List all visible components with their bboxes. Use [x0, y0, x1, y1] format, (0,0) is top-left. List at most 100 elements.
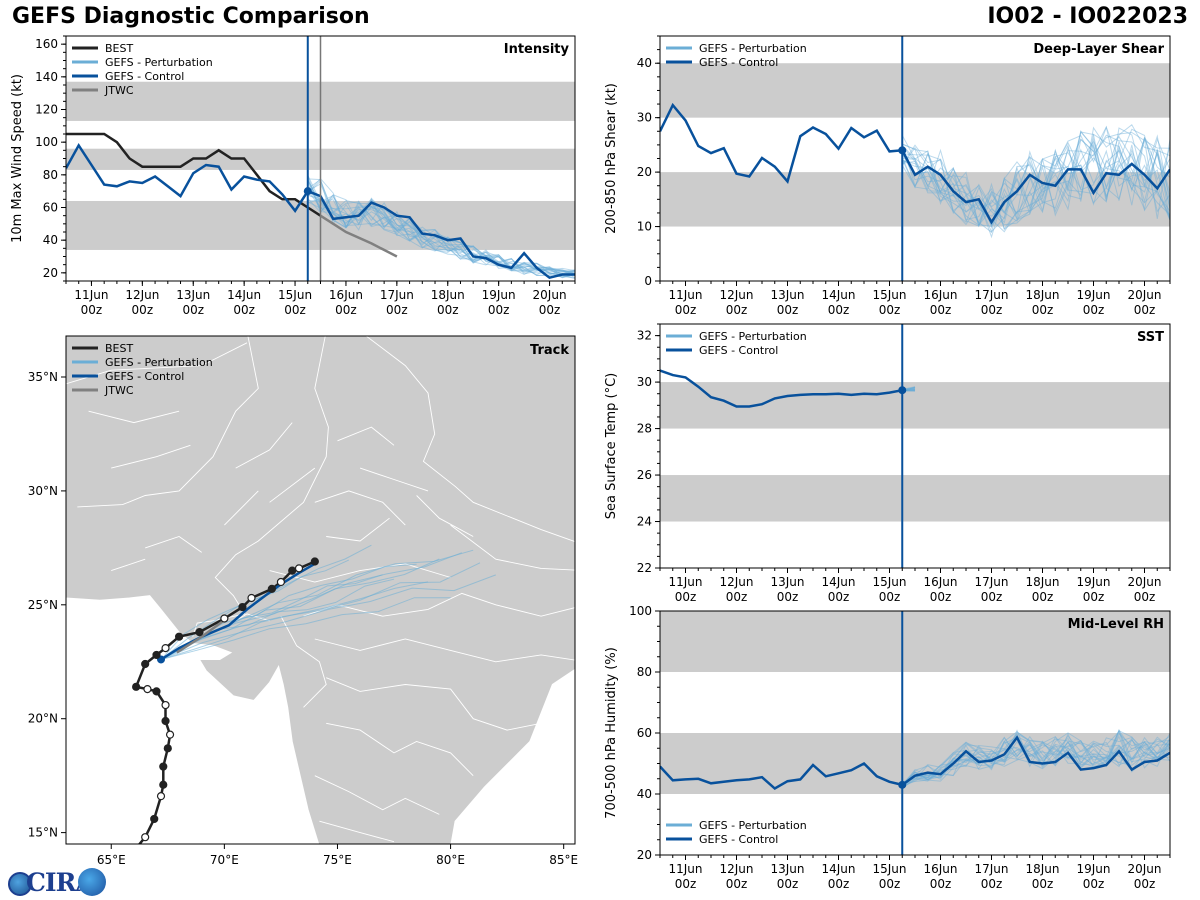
storm-id-title: IO02 - IO022023	[987, 4, 1188, 29]
border-line	[88, 410, 180, 424]
x-tick-label: 17Jun	[974, 862, 1008, 876]
best-track-marker	[276, 577, 286, 587]
perturbation-line	[902, 729, 1170, 786]
best-track-marker	[165, 730, 175, 739]
x-tick-label: 16Jun	[923, 288, 957, 302]
perturbation-line	[901, 729, 1170, 788]
border-line	[337, 426, 395, 446]
lon-tick-label: 85°E	[549, 853, 578, 867]
series-jtwc	[319, 214, 398, 258]
x-tick-sublabel: 00z	[777, 877, 799, 891]
x-tick-sublabel: 00z	[386, 303, 408, 317]
x-tick-label: 18Jun	[1025, 862, 1059, 876]
legend-label: JTWC	[104, 84, 134, 97]
control-track-line	[160, 562, 316, 661]
x-tick-label: 13Jun	[176, 288, 210, 302]
perturbation-line	[307, 178, 575, 277]
x-tick-sublabel: 00z	[1134, 590, 1156, 604]
x-tick-sublabel: 00z	[1134, 303, 1156, 317]
y-tick-label: 28	[637, 422, 652, 436]
perturbation-line	[901, 130, 1170, 226]
border-line	[192, 336, 329, 637]
border-line	[111, 444, 191, 469]
border-line	[77, 336, 259, 508]
y-tick-label: 120	[35, 103, 58, 117]
y-tick-label: 30	[637, 111, 652, 125]
lon-tick-label: 75°E	[323, 853, 352, 867]
legend-label: GEFS - Control	[699, 344, 778, 357]
x-tick-sublabel: 00z	[879, 590, 901, 604]
x-tick-label: 12Jun	[719, 575, 753, 589]
y-tick-label: 24	[637, 515, 652, 529]
perturbation-line	[902, 736, 1170, 787]
perturbation-line	[901, 732, 1170, 788]
y-tick-label: 60	[637, 726, 652, 740]
border-line	[314, 490, 406, 526]
border-line	[319, 820, 395, 843]
x-tick-sublabel: 00z	[981, 303, 1003, 317]
best-track-marker	[143, 684, 152, 694]
x-tick-label: 13Jun	[770, 575, 804, 589]
lon-tick-label: 80°E	[436, 853, 465, 867]
legend-label: BEST	[105, 42, 133, 55]
y-tick-label: 100	[629, 604, 652, 618]
x-tick-label: 20Jun	[1127, 862, 1161, 876]
x-tick-sublabel: 00z	[1083, 303, 1105, 317]
best-track-marker	[247, 593, 256, 603]
y-tick-label: 32	[637, 329, 652, 343]
x-tick-sublabel: 00z	[726, 877, 748, 891]
init-point	[898, 780, 907, 789]
panel-title: Deep-Layer Shear	[1033, 42, 1164, 57]
border-line	[326, 677, 542, 731]
panel-sst: 22242628303211Jun00z12Jun00z13Jun00z14Ju…	[604, 323, 1171, 604]
legend-label: JTWC	[104, 384, 134, 397]
shade-band	[660, 172, 1170, 227]
cira-logo: CIRA	[4, 866, 108, 898]
x-tick-label: 17Jun	[974, 575, 1008, 589]
panel-title: SST	[1137, 330, 1164, 345]
series-gefs-control	[660, 102, 1170, 225]
border-line	[359, 467, 429, 492]
x-tick-sublabel: 00z	[879, 877, 901, 891]
x-tick-label: 19Jun	[482, 288, 516, 302]
best-track-marker	[141, 659, 150, 669]
x-tick-label: 12Jun	[125, 288, 159, 302]
perturbation-track	[160, 581, 429, 660]
best-track-marker	[132, 682, 141, 691]
best-track-marker	[161, 716, 170, 726]
x-tick-label: 11Jun	[74, 288, 108, 302]
axes-frame	[659, 323, 1171, 569]
x-tick-label: 16Jun	[923, 575, 957, 589]
x-tick-label: 14Jun	[821, 862, 855, 876]
best-track-marker	[175, 632, 184, 641]
x-tick-label: 15Jun	[278, 288, 312, 302]
x-tick-sublabel: 00z	[1032, 877, 1054, 891]
lat-tick-label: 35°N	[28, 370, 58, 384]
x-tick-sublabel: 00z	[1032, 303, 1054, 317]
perturbation-line	[307, 177, 575, 276]
series-gefs-control	[660, 369, 903, 408]
best-track-marker	[156, 792, 166, 801]
perturbation-line	[307, 200, 575, 276]
perturbation-line	[307, 180, 575, 278]
panel-title: Mid-Level RH	[1068, 617, 1164, 632]
best-track-marker	[159, 762, 168, 771]
panel-title: Track	[530, 343, 569, 358]
x-tick-label: 17Jun	[974, 288, 1008, 302]
y-tick-label: 26	[637, 468, 652, 482]
perturbation-line	[307, 189, 575, 275]
perturbation-track	[160, 597, 451, 660]
y-tick-label: 20	[637, 165, 652, 179]
perturbation-line	[902, 735, 1170, 783]
globe-icon	[8, 872, 32, 896]
x-tick-label: 19Jun	[1076, 288, 1110, 302]
legend-label: GEFS - Control	[105, 70, 184, 83]
best-track-marker	[152, 687, 161, 696]
x-tick-label: 19Jun	[1076, 862, 1110, 876]
perturbation-track	[160, 574, 496, 660]
x-tick-label: 13Jun	[770, 862, 804, 876]
border-line	[450, 524, 575, 571]
plot-area	[66, 132, 575, 280]
x-tick-label: 12Jun	[719, 862, 753, 876]
